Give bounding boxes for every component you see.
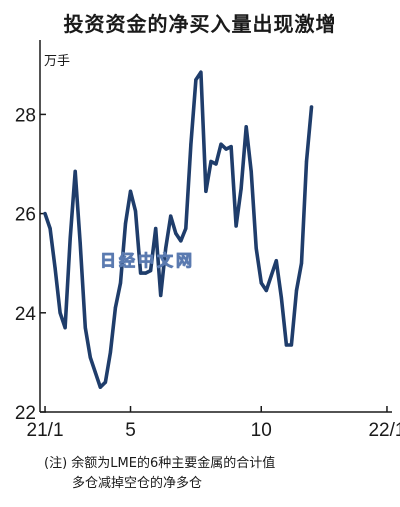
data-point [254, 246, 258, 250]
data-point [53, 266, 57, 270]
chart-axes [39, 40, 392, 413]
data-point [294, 288, 299, 293]
data-point [78, 241, 82, 245]
data-point [144, 271, 148, 275]
data-point [103, 380, 107, 384]
data-point [63, 326, 67, 330]
data-point [179, 239, 183, 243]
data-point [224, 147, 228, 151]
x-tick-label: 5 [125, 420, 136, 441]
data-point [214, 162, 218, 166]
data-point [309, 105, 314, 109]
data-point [93, 370, 97, 374]
y-axis-unit-label: 万手 [44, 54, 71, 69]
x-tick-label: 21/1 [27, 420, 64, 441]
series-line-0 [43, 70, 314, 390]
data-point [174, 231, 178, 235]
watermark-logo: 日经中文网 [100, 251, 196, 271]
chart-title: 投资资金的净买入量出现激增 [63, 12, 337, 36]
data-point [169, 214, 173, 218]
data-point [48, 226, 52, 231]
data-point [244, 125, 248, 129]
y-tick-label: 24 [15, 304, 37, 325]
data-point [189, 142, 193, 146]
data-point [139, 271, 143, 275]
data-point [113, 306, 117, 310]
data-point [259, 281, 263, 285]
data-point [204, 189, 208, 193]
data-point [73, 169, 77, 173]
data-point [184, 226, 188, 231]
data-point [304, 159, 309, 164]
y-tick-label: 22 [15, 403, 36, 424]
data-point [209, 159, 213, 164]
data-point [234, 224, 238, 228]
y-tick-label: 26 [15, 205, 36, 226]
chart-note-line-1: (注) 余额为LME的6种主要金属的合计值 [44, 454, 275, 474]
data-point [274, 259, 278, 263]
note-prefix: (注) [44, 456, 68, 471]
data-point [159, 293, 163, 297]
chart-ticks: 22 24 26 28 21/1 5 10 22/1 [15, 105, 400, 441]
data-point [249, 169, 253, 173]
data-point [289, 343, 293, 347]
x-tick-label: 22/1 [368, 420, 400, 441]
data-point [68, 236, 72, 240]
data-point [128, 189, 133, 193]
chart-series [43, 70, 314, 390]
chart-note-line-2: 多仓减掉空仓的净多仓 [72, 476, 203, 491]
data-point [194, 78, 198, 82]
data-point [88, 355, 92, 359]
data-point [123, 221, 128, 226]
data-point [108, 350, 112, 355]
data-point [219, 142, 223, 146]
note-text-1: 余额为LME的6种主要金属的合计值 [71, 456, 276, 471]
data-point [279, 296, 283, 300]
data-point [284, 343, 288, 347]
data-point [229, 145, 233, 149]
data-point [98, 385, 102, 389]
x-tick-label: 10 [251, 420, 272, 441]
data-point [133, 209, 138, 213]
data-point [83, 326, 87, 330]
data-point [299, 261, 304, 265]
data-point [164, 246, 168, 250]
data-point [239, 187, 243, 191]
data-point [264, 288, 268, 293]
y-tick-label: 28 [15, 105, 36, 126]
data-point [269, 274, 273, 278]
data-point [43, 212, 47, 216]
data-point [58, 311, 62, 315]
data-point [154, 226, 158, 231]
data-point [199, 70, 203, 74]
data-point [118, 281, 123, 285]
data-point [149, 269, 153, 273]
